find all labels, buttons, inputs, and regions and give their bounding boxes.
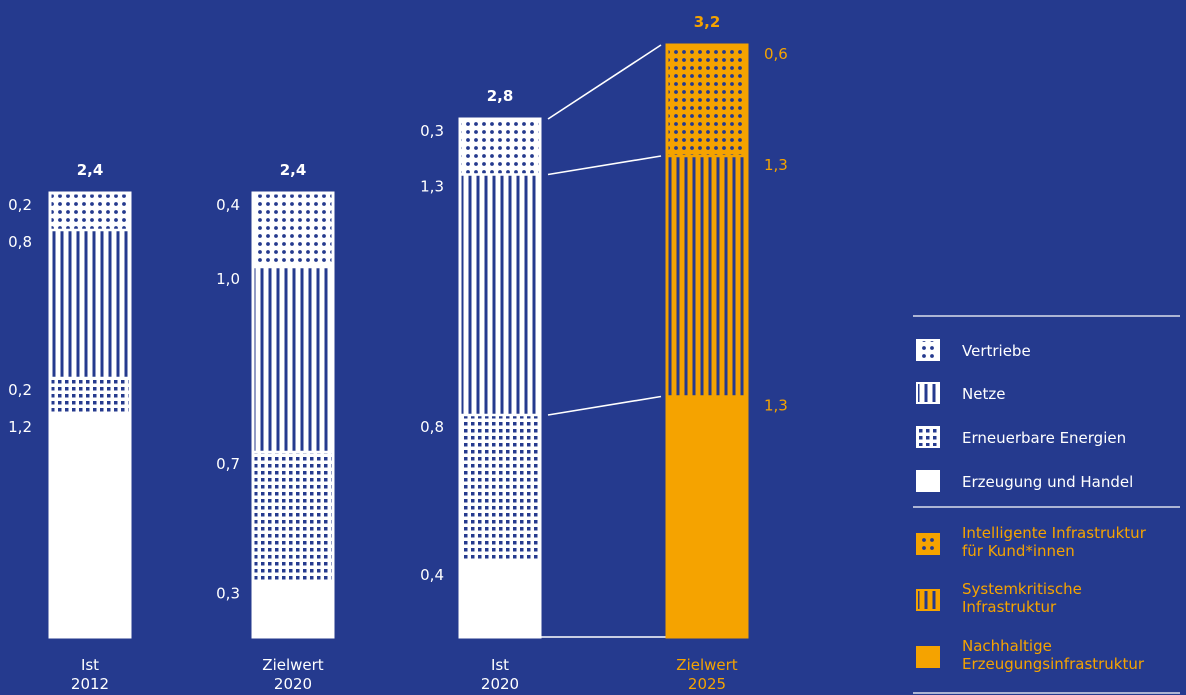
legend-label-netze: Netze — [962, 385, 1005, 403]
value-label-4-nachhaltige-erzeugungsinfrastruktur: 1,3 — [764, 397, 788, 415]
category-label-4-line-2: 2025 — [688, 675, 726, 693]
value-label-1-erzeugung-und-handel: 1,2 — [8, 418, 32, 436]
legend-label-erneuerbare-energien: Erneuerbare Energien — [962, 429, 1126, 447]
category-label-3-line-1: Ist — [491, 656, 509, 674]
legend: Vertriebe Netze Erneuerbare Energien Erzeug… — [913, 315, 1180, 694]
legend-swatch-erneuerbare-energien — [916, 426, 940, 448]
bar-1-segment-vertriebe — [50, 193, 130, 230]
bar-1-segment-erneuerbare-energien — [50, 378, 130, 415]
bar-2-segment-netze — [253, 267, 333, 452]
category-label-2-line-1: Zielwert — [262, 656, 324, 674]
value-label-2-netze: 1,0 — [216, 270, 240, 288]
value-label-3-vertriebe: 0,3 — [420, 122, 444, 140]
total-label-2: 2,4 — [280, 161, 307, 179]
legend-label-vertriebe: Vertriebe — [962, 342, 1031, 360]
legend-swatch-nachhaltige-erzeugungsinfrastruktur — [916, 646, 940, 668]
value-label-2-vertriebe: 0,4 — [216, 196, 240, 214]
category-label-1-line-1: Ist — [81, 656, 99, 674]
bar-2-outline — [251, 191, 335, 639]
legend-swatch-intelligente-infrastruktur-für-kundinnen — [916, 533, 940, 555]
connector-line-4 — [547, 44, 662, 120]
legend-label-nachhaltige-erzeugungsinfrastruktur-line-2: Erzeugungsinfrastruktur — [962, 655, 1145, 673]
category-label-4-line-1: Zielwert — [676, 656, 738, 674]
bar-1-segment-erzeugung-und-handel — [50, 415, 130, 637]
category-label-1-line-2: 2012 — [71, 675, 109, 693]
legend-swatch-erzeugung-und-handel — [916, 470, 940, 492]
bar-3-segment-erneuerbare-energien — [460, 415, 540, 563]
bar-3-segment-erzeugung-und-handel — [460, 563, 540, 637]
value-label-3-erneuerbare-energien: 0,8 — [420, 418, 444, 436]
value-labels: 1,20,20,80,22,4Ist20120,30,71,00,42,4Zie… — [8, 13, 788, 693]
legend-label-nachhaltige-erzeugungsinfrastruktur-line-1: Nachhaltige — [962, 637, 1052, 655]
connector-lines — [534, 44, 671, 638]
value-label-1-erneuerbare-energien: 0,2 — [8, 381, 32, 399]
bar-3-segment-vertriebe — [460, 119, 540, 175]
bar-4-segment-intelligente-infrastruktur-für-kundinnen — [667, 45, 747, 156]
category-label-3-line-2: 2020 — [481, 675, 519, 693]
category-label-2-line-2: 2020 — [274, 675, 312, 693]
bar-2-segment-erneuerbare-energien — [253, 452, 333, 582]
value-label-1-netze: 0,8 — [8, 233, 32, 251]
total-label-3: 2,8 — [487, 87, 514, 105]
bar-2-segment-erzeugung-und-handel — [253, 581, 333, 637]
bars — [48, 43, 749, 639]
value-label-2-erneuerbare-energien: 0,7 — [216, 455, 240, 473]
legend-swatch-vertriebe — [916, 339, 940, 361]
connector-line-2 — [547, 395, 662, 416]
bar-3-outline — [458, 117, 542, 639]
legend-label-intelligente-infrastruktur-für-kundinnen-line-1: Intelligente Infrastruktur — [962, 524, 1147, 542]
value-label-3-erzeugung-und-handel: 0,4 — [420, 566, 444, 584]
legend-swatch-netze — [916, 382, 940, 404]
bar-3-segment-netze — [460, 174, 540, 415]
total-label-4: 3,2 — [694, 13, 721, 31]
bar-4-outline — [665, 43, 749, 639]
value-label-3-netze: 1,3 — [420, 178, 444, 196]
legend-label-erzeugung-und-handel: Erzeugung und Handel — [962, 473, 1133, 491]
bar-4-segment-systemkritische-infrastruktur — [667, 156, 747, 397]
connector-line-3 — [547, 155, 662, 176]
total-label-1: 2,4 — [77, 161, 104, 179]
legend-label-systemkritische-infrastruktur-line-1: Systemkritische — [962, 580, 1082, 598]
legend-label-intelligente-infrastruktur-für-kundinnen-line-2: für Kund*innen — [962, 542, 1075, 560]
value-label-2-erzeugung-und-handel: 0,3 — [216, 585, 240, 603]
bar-1-segment-netze — [50, 230, 130, 378]
bar-1-outline — [48, 191, 132, 639]
legend-label-systemkritische-infrastruktur-line-2: Infrastruktur — [962, 598, 1057, 616]
value-label-4-systemkritische-infrastruktur: 1,3 — [764, 156, 788, 174]
value-label-4-intelligente-infrastruktur-für-kundinnen: 0,6 — [764, 45, 788, 63]
legend-swatch-systemkritische-infrastruktur — [916, 589, 940, 611]
value-label-1-vertriebe: 0,2 — [8, 196, 32, 214]
bar-2-segment-vertriebe — [253, 193, 333, 267]
bar-4-segment-nachhaltige-erzeugungsinfrastruktur — [667, 396, 747, 637]
